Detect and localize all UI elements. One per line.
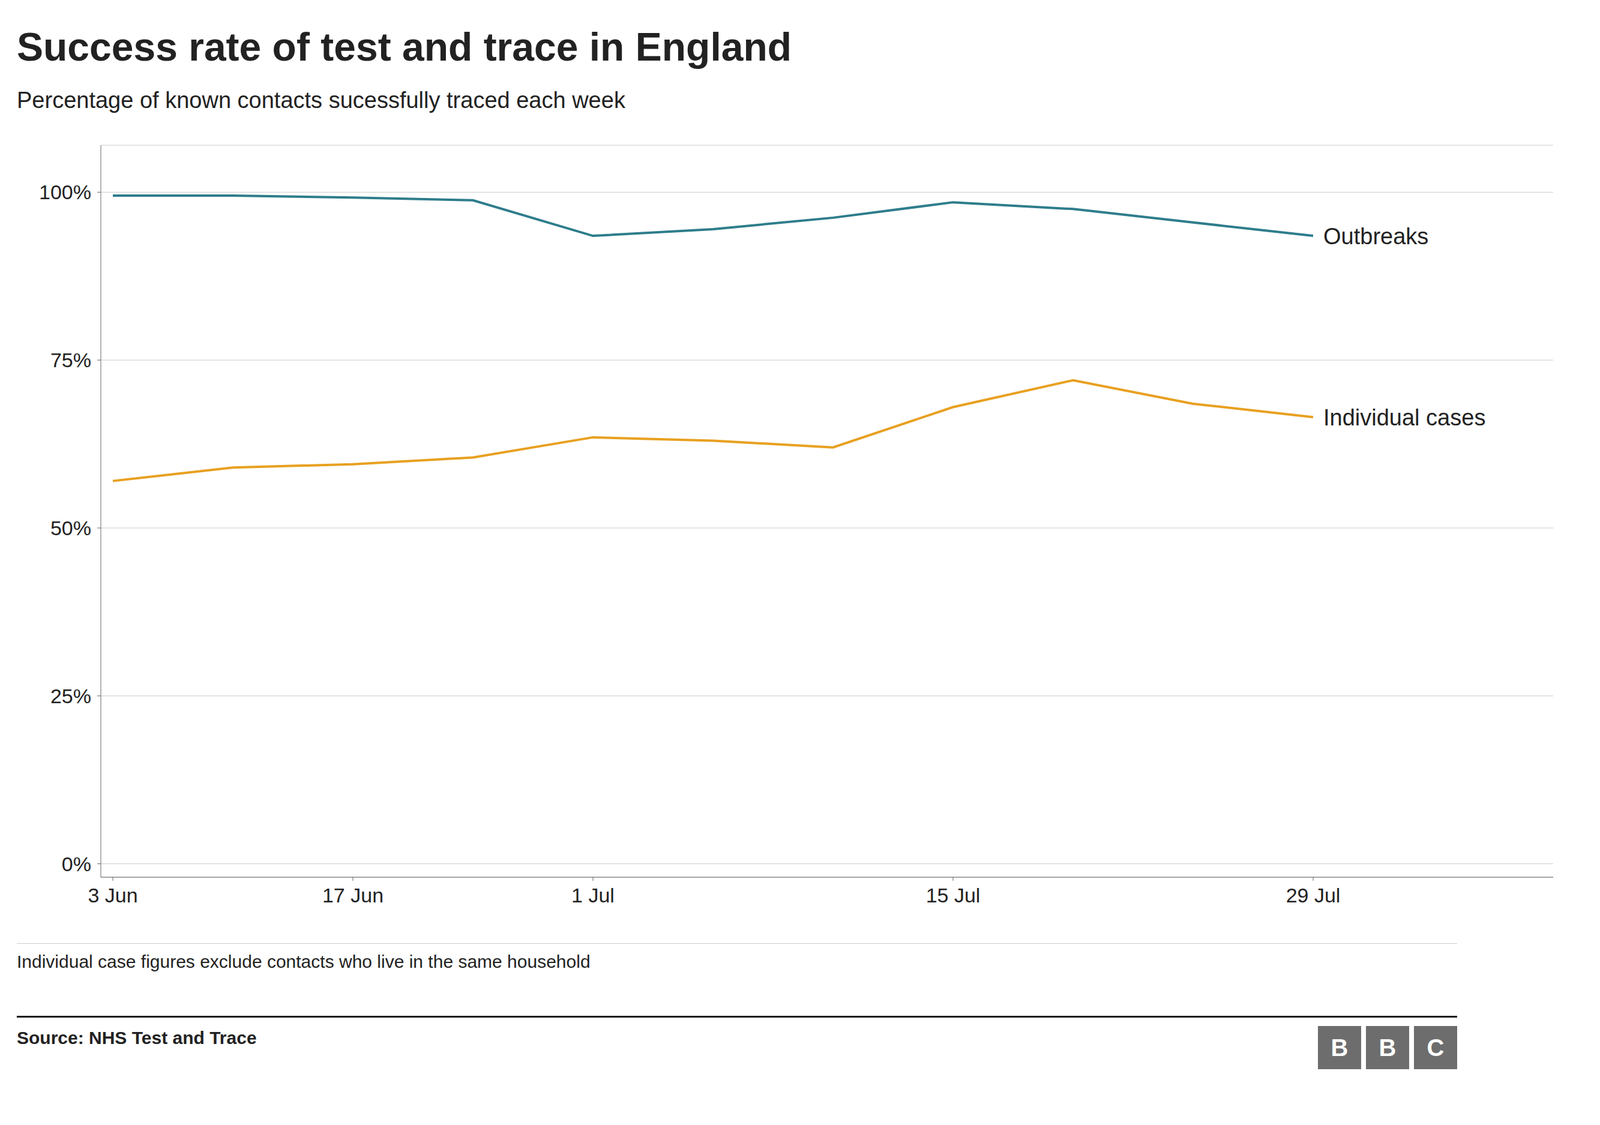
- html-text:B: B: [1378, 1034, 1397, 1061]
- svg-text:29 Jul: 29 Jul: [1286, 884, 1341, 907]
- svg-text:50%: 50%: [50, 516, 92, 540]
- html-text:C: C: [1426, 1034, 1445, 1061]
- html-text:Source: NHS Test and Trace: Source: NHS Test and Trace: [16, 1028, 257, 1048]
- html-text:Individual case figures exclud: Individual case figures exclude contacts…: [16, 951, 591, 972]
- svg-text:75%: 75%: [50, 348, 92, 372]
- svg-text:0%: 0%: [61, 852, 92, 876]
- svg-text:3 Jun: 3 Jun: [87, 884, 138, 907]
- svg-text:15 Jul: 15 Jul: [926, 884, 981, 907]
- svg-text:100%: 100%: [39, 180, 92, 204]
- svg-text:17 Jun: 17 Jun: [322, 884, 384, 907]
- svg-text:Outbreaks: Outbreaks: [1323, 223, 1429, 250]
- html-text:B: B: [1330, 1034, 1349, 1061]
- html-text:Percentage of known contacts s: Percentage of known contacts sucessfully…: [16, 87, 626, 113]
- html-text:Success rate of test and trace: Success rate of test and trace in Englan…: [16, 24, 792, 70]
- svg-text:Individual cases: Individual cases: [1323, 405, 1486, 431]
- svg-text:1 Jul: 1 Jul: [571, 884, 615, 907]
- svg-text:25%: 25%: [50, 684, 92, 708]
